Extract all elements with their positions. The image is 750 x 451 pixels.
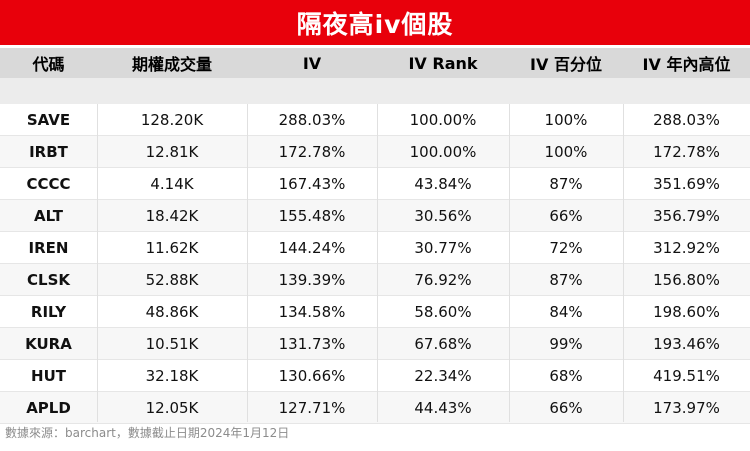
cell-iv: 131.73% [278,334,346,353]
cell-option-volume: 32.18K [145,366,199,385]
cell-iv: 134.58% [278,302,346,321]
column-divider [97,104,98,422]
table-row: HUT 32.18K 130.66% 22.34% 68% 419.51% [0,360,750,392]
cell-iv-year-high: 356.79% [653,206,720,225]
cell-iv-rank: 44.43% [414,398,472,417]
cell-iv-year-high: 419.51% [653,366,720,385]
cell-iv-percentile: 87% [549,270,583,289]
table-title: 隔夜高iv個股 [0,0,750,45]
cell-iv-rank: 30.56% [414,206,472,225]
cell-iv-percentile: 100% [544,142,588,161]
cell-ticker: HUT [31,366,66,385]
table-row: SAVE 128.20K 288.03% 100.00% 100% 288.03% [0,104,750,136]
cell-iv-rank: 22.34% [414,366,472,385]
cell-ticker: CLSK [27,270,70,289]
cell-option-volume: 4.14K [150,174,194,193]
cell-ticker: IRBT [29,142,68,161]
cell-iv-year-high: 198.60% [653,302,720,321]
cell-iv-percentile: 87% [549,174,583,193]
cell-ticker: ALT [34,206,63,225]
column-divider [509,104,510,422]
cell-iv-year-high: 351.69% [653,174,720,193]
cell-iv: 139.39% [278,270,346,289]
column-header-iv-percentile: IV 百分位 [530,55,602,74]
cell-ticker: RILY [30,302,67,321]
table-row: ALT 18.42K 155.48% 30.56% 66% 356.79% [0,200,750,232]
cell-iv-rank: 100.00% [409,142,477,161]
cell-iv-rank: 58.60% [414,302,472,321]
cell-iv-year-high: 312.92% [653,238,720,257]
cell-iv: 155.48% [278,206,346,225]
source-footnote: 數據來源：barchart，數據截止日期2024年1月12日 [5,426,290,440]
column-header-option-volume: 期權成交量 [131,55,212,74]
cell-option-volume: 10.51K [145,334,199,353]
cell-iv: 167.43% [278,174,346,193]
table-row: RILY 48.86K 134.58% 58.60% 84% 198.60% [0,296,750,328]
cell-ticker: KURA [25,334,72,353]
cell-iv-percentile: 100% [544,110,588,129]
cell-iv-year-high: 156.80% [653,270,720,289]
table-row: CCCC 4.14K 167.43% 43.84% 87% 351.69% [0,168,750,200]
table-row: IRBT 12.81K 172.78% 100.00% 100% 172.78% [0,136,750,168]
column-header-ticker: 代碼 [32,55,65,74]
cell-option-volume: 52.88K [145,270,199,289]
cell-option-volume: 48.86K [145,302,199,321]
cell-iv-year-high: 172.78% [653,142,720,161]
cell-iv-rank: 30.77% [414,238,472,257]
cell-option-volume: 128.20K [140,110,204,129]
column-divider [623,104,624,422]
cell-option-volume: 12.05K [145,398,199,417]
cell-iv-percentile: 72% [549,238,583,257]
column-header-iv-year-high: IV 年內高位 [642,55,731,74]
header-spacer [0,78,750,104]
cell-iv-percentile: 66% [549,206,583,225]
column-header-iv-rank: IV Rank [408,53,478,73]
column-divider [247,104,248,422]
cell-iv: 144.24% [278,238,346,257]
column-header-iv: IV [302,53,322,73]
cell-iv-percentile: 66% [549,398,583,417]
cell-iv-percentile: 99% [549,334,583,353]
table-header: 代碼 期權成交量 IV IV Rank IV 百分位 IV 年內高位 [0,48,750,78]
cell-option-volume: 12.81K [145,142,199,161]
table-row: KURA 10.51K 131.73% 67.68% 99% 193.46% [0,328,750,360]
table-row: IREN 11.62K 144.24% 30.77% 72% 312.92% [0,232,750,264]
column-divider [377,104,378,422]
cell-iv-year-high: 173.97% [653,398,720,417]
cell-ticker: SAVE [26,110,71,129]
cell-iv-rank: 76.92% [414,270,472,289]
cell-ticker: APLD [26,398,71,417]
cell-iv-year-high: 288.03% [653,110,720,129]
cell-ticker: IREN [28,238,69,257]
cell-iv-year-high: 193.46% [653,334,720,353]
cell-iv: 172.78% [278,142,346,161]
cell-iv-rank: 67.68% [414,334,472,353]
cell-iv: 288.03% [278,110,346,129]
cell-iv: 130.66% [278,366,346,385]
cell-ticker: CCCC [26,174,71,193]
table-row: CLSK 52.88K 139.39% 76.92% 87% 156.80% [0,264,750,296]
cell-iv: 127.71% [278,398,346,417]
cell-iv-percentile: 84% [549,302,583,321]
cell-option-volume: 18.42K [145,206,199,225]
cell-iv-rank: 100.00% [409,110,477,129]
cell-option-volume: 11.62K [145,238,199,257]
cell-iv-rank: 43.84% [414,174,472,193]
table-body: SAVE 128.20K 288.03% 100.00% 100% 288.03% IRBT… [0,104,750,424]
cell-iv-percentile: 68% [549,366,583,385]
table-row: APLD 12.05K 127.71% 44.43% 66% 173.97% [0,392,750,424]
